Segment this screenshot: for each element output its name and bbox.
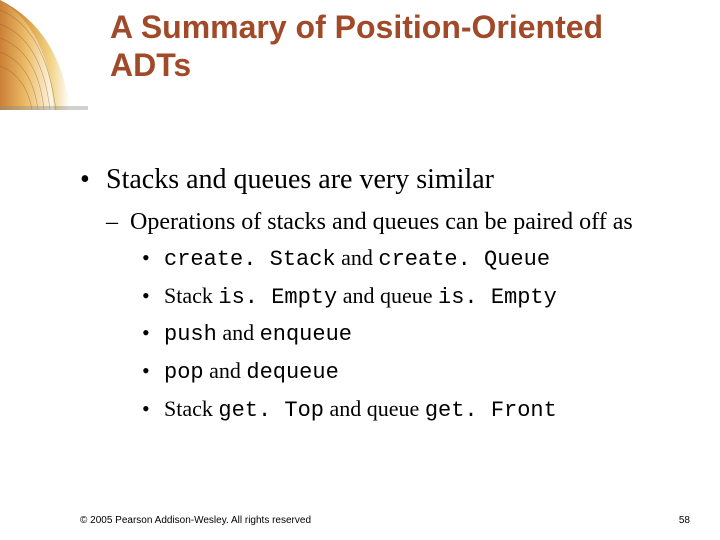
bullet-l3-symbol: • <box>142 281 164 313</box>
bullet-l3-text: pop and dequeue <box>164 356 339 388</box>
page-number: 58 <box>679 515 690 526</box>
bullet-l3: •push and enqueue <box>142 318 680 350</box>
bullet-l3-text: push and enqueue <box>164 318 352 350</box>
bullet-l3-symbol: • <box>142 318 164 350</box>
bullet-l3-text: Stack is. Empty and queue is. Empty <box>164 281 557 313</box>
header-decor <box>0 0 88 110</box>
bullet-l1: • Stacks and queues are very similar <box>80 162 680 197</box>
copyright-text: © 2005 Pearson Addison-Wesley. All right… <box>80 515 311 526</box>
bullet-l2-text: Operations of stacks and queues can be p… <box>130 207 633 237</box>
bullet-l3-list: •create. Stack and create. Queue•Stack i… <box>80 243 680 425</box>
bullet-l3: •pop and dequeue <box>142 356 680 388</box>
bullet-l3-symbol: • <box>142 394 164 426</box>
bullet-l3-text: create. Stack and create. Queue <box>164 243 550 275</box>
bullet-l2: – Operations of stacks and queues can be… <box>106 207 680 237</box>
bullet-l3-symbol: • <box>142 356 164 388</box>
slide-content: • Stacks and queues are very similar – O… <box>80 150 680 425</box>
bullet-l3: •create. Stack and create. Queue <box>142 243 680 275</box>
bullet-l1-text: Stacks and queues are very similar <box>106 162 494 197</box>
bullet-l1-symbol: • <box>80 162 106 197</box>
footer: © 2005 Pearson Addison-Wesley. All right… <box>0 515 720 526</box>
slide-title: A Summary of Position-Oriented ADTs <box>110 8 670 85</box>
bullet-l3-symbol: • <box>142 243 164 275</box>
bullet-l3-text: Stack get. Top and queue get. Front <box>164 394 557 426</box>
bullet-l3: •Stack get. Top and queue get. Front <box>142 394 680 426</box>
bullet-l2-symbol: – <box>106 207 130 237</box>
header-band: A Summary of Position-Oriented ADTs <box>0 0 720 110</box>
bullet-l3: •Stack is. Empty and queue is. Empty <box>142 281 680 313</box>
